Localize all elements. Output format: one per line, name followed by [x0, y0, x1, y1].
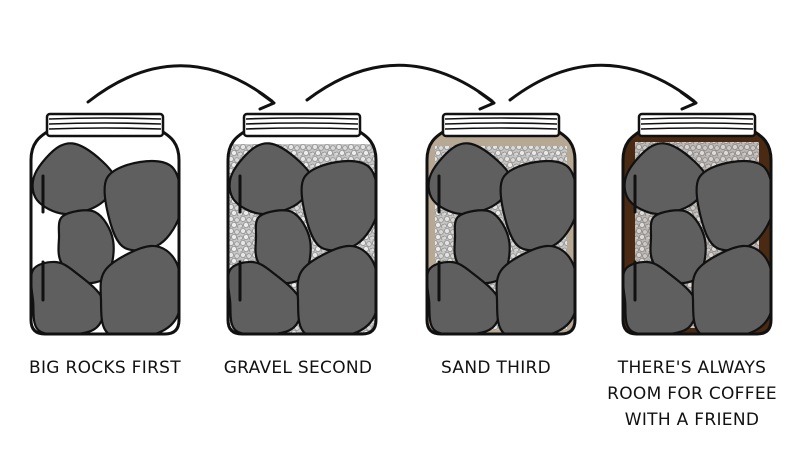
arrow-1 [86, 64, 276, 111]
arrows-layer [86, 63, 698, 111]
caption-line: WITH A FRIEND [624, 410, 760, 430]
jar-outline [226, 130, 378, 336]
jar-4 [621, 112, 773, 336]
jar-2 [226, 112, 378, 336]
arrowhead-icon [477, 90, 496, 111]
rock-3 [254, 209, 312, 285]
arrow-2 [305, 63, 496, 111]
rock-2 [695, 159, 771, 252]
caption-step-3: SAND THIRD [401, 355, 591, 381]
rock-3 [453, 209, 511, 285]
rock-3 [57, 209, 115, 285]
rock-2 [103, 159, 179, 252]
caption-line: BIG ROCKS FIRST [29, 358, 181, 378]
rock-5 [99, 244, 179, 334]
jar-contents [427, 132, 575, 334]
jar-3 [425, 112, 577, 336]
rock-2 [300, 159, 376, 252]
arrow-3 [508, 63, 698, 111]
jar-contents [228, 142, 376, 334]
jar-contents [31, 142, 179, 334]
caption-line: THERE'S ALWAYS [617, 358, 767, 378]
arrowhead-icon [257, 90, 276, 111]
jar-outline [29, 130, 181, 336]
jar-outline [621, 130, 773, 336]
arrowhead-icon [679, 90, 698, 111]
jar-lid [242, 112, 362, 138]
rock-5 [296, 244, 376, 334]
jar-lid [441, 112, 561, 138]
rock-5 [691, 244, 771, 334]
jar-lid [637, 112, 757, 138]
rock-3 [649, 209, 707, 285]
rock-5 [495, 244, 575, 334]
jar-lid [45, 112, 165, 138]
jar-contents [623, 132, 771, 334]
caption-line: SAND THIRD [440, 358, 552, 378]
caption-line: ROOM FOR COFFEE [607, 384, 777, 404]
rock-2 [499, 159, 575, 252]
caption-step-1: BIG ROCKS FIRST [10, 355, 200, 381]
caption-step-4: THERE'S ALWAYS ROOM FOR COFFEE WITH A FR… [597, 355, 787, 433]
jar-outline [425, 130, 577, 336]
caption-line: GRAVEL SECOND [223, 358, 373, 378]
jars-layer [29, 112, 773, 336]
caption-step-2: GRAVEL SECOND [203, 355, 393, 381]
jar-1 [29, 112, 181, 336]
